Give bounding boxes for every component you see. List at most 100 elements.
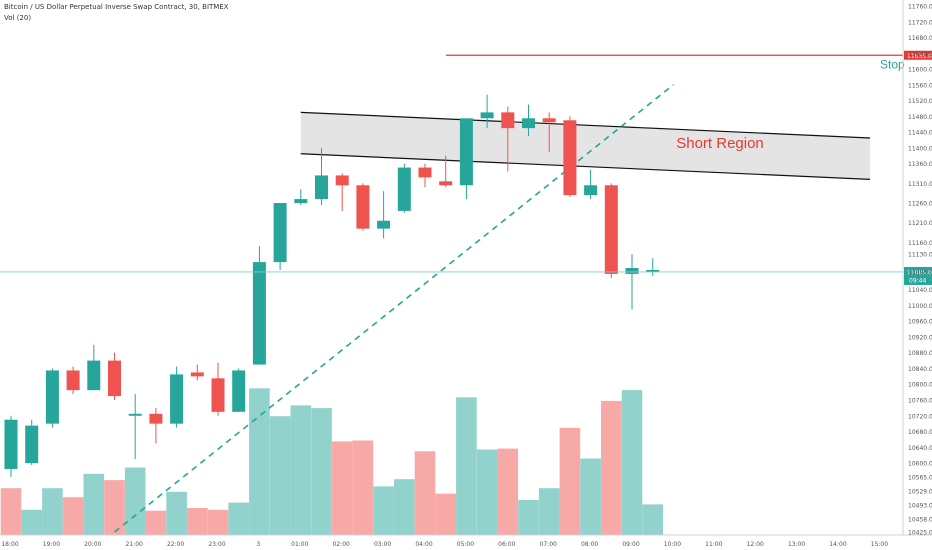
- trend-line-dashed[interactable]: [114, 84, 674, 533]
- x-tick-label: 09:00: [622, 541, 639, 548]
- candle[interactable]: [294, 189, 308, 205]
- short-region: Short Region: [300, 111, 871, 180]
- candle-body: [646, 269, 660, 272]
- candle[interactable]: [232, 368, 246, 412]
- volume-indicator-label[interactable]: Vol (20): [4, 14, 32, 22]
- candle[interactable]: [459, 118, 473, 200]
- candle-body: [294, 199, 308, 204]
- candle-body: [377, 220, 391, 229]
- x-tick-label: 06:00: [498, 541, 515, 548]
- candle[interactable]: [252, 246, 266, 365]
- candle-body: [170, 374, 184, 424]
- y-tick-label: 10640.0: [908, 445, 932, 452]
- candle[interactable]: [45, 368, 59, 428]
- candle[interactable]: [25, 419, 39, 466]
- x-tick-label: 04:00: [415, 541, 432, 548]
- candle[interactable]: [501, 106, 515, 172]
- y-tick-label: 10600.0: [908, 461, 932, 468]
- candle[interactable]: [625, 254, 639, 310]
- candle-body: [480, 112, 494, 119]
- candle[interactable]: [356, 183, 370, 231]
- x-tick-label: 14:00: [829, 541, 846, 548]
- volume-bar: [559, 427, 581, 535]
- trend-line: [114, 84, 674, 533]
- candle[interactable]: [480, 94, 494, 129]
- y-tick-label: 11310.0: [908, 181, 932, 188]
- short-region-fill[interactable]: [300, 112, 871, 180]
- chart-title: Bitcoin / US Dollar Perpetual Inverse Sw…: [4, 3, 229, 11]
- volume-bar: [538, 488, 560, 535]
- candle[interactable]: [211, 362, 225, 416]
- candle-body: [190, 372, 204, 377]
- time-axis: 18:00 19:00 20:00 21:00 22:00 23:00 3 01:00 02:0…: [1, 541, 888, 548]
- candle[interactable]: [273, 203, 287, 270]
- x-tick-label: 02:00: [333, 541, 350, 548]
- current-price-tag: [904, 266, 932, 285]
- x-tick-label: 08:00: [581, 541, 598, 548]
- volume-bar: [166, 491, 187, 535]
- volume-bar: [104, 480, 125, 535]
- region-top-line[interactable]: [300, 111, 871, 139]
- candle[interactable]: [315, 147, 328, 205]
- candle[interactable]: [397, 163, 411, 213]
- candle[interactable]: [584, 169, 598, 200]
- volume-bar: [435, 493, 456, 535]
- volume-bar: [62, 497, 84, 535]
- x-tick-label: 07:00: [540, 541, 557, 548]
- candle[interactable]: [190, 364, 204, 381]
- price-axis: 11760.0 11720.0 11680.0 11640.0 11600.0 11560…: [908, 4, 932, 537]
- candle[interactable]: [377, 191, 391, 239]
- y-tick-label: 10920.0: [908, 334, 932, 341]
- candle-body: [459, 118, 473, 186]
- y-tick-label: 10720.0: [908, 413, 932, 420]
- region-bottom-line[interactable]: [300, 153, 871, 180]
- volume-bar: [352, 440, 374, 535]
- candle[interactable]: [522, 104, 535, 137]
- y-tick-label: 10529.0: [908, 489, 932, 496]
- x-tick-label: 18:00: [1, 541, 18, 548]
- candle[interactable]: [604, 183, 618, 278]
- y-tick-label: 10840.0: [908, 366, 932, 373]
- candle-body: [252, 262, 266, 365]
- volume-bar: [476, 449, 498, 535]
- y-tick-label: 11160.0: [908, 240, 932, 247]
- candle-body: [397, 167, 411, 211]
- x-tick-label: 21:00: [126, 541, 143, 548]
- candle-body: [149, 413, 163, 424]
- y-tick-label: 11210.0: [908, 220, 932, 227]
- candle[interactable]: [542, 112, 556, 152]
- volume-bar: [145, 510, 167, 535]
- candle-body: [87, 360, 101, 391]
- volume-bars: [0, 388, 663, 535]
- volume-bar: [249, 388, 270, 535]
- candle[interactable]: [439, 155, 453, 188]
- y-tick-label: 11400.0: [908, 145, 932, 152]
- volume-bar: [187, 508, 208, 535]
- candle[interactable]: [108, 352, 121, 401]
- y-tick-label: 11130.0: [908, 252, 932, 259]
- candle-body: [66, 370, 80, 391]
- x-tick-label: 3: [256, 541, 260, 548]
- candle[interactable]: [149, 407, 163, 444]
- candle[interactable]: [418, 163, 432, 188]
- candle[interactable]: [87, 344, 101, 391]
- y-tick-label: 11760.0: [908, 4, 932, 11]
- candle[interactable]: [646, 258, 660, 276]
- candle[interactable]: [170, 366, 184, 428]
- y-tick-label: 10880.0: [908, 350, 932, 357]
- y-tick-label: 11720.0: [908, 19, 932, 26]
- x-tick-label: 10:00: [664, 541, 681, 548]
- candle[interactable]: [563, 116, 577, 198]
- candle[interactable]: [66, 366, 80, 395]
- volume-bar: [207, 509, 229, 535]
- candle[interactable]: [4, 415, 18, 477]
- candle[interactable]: [335, 173, 349, 211]
- candles: [4, 94, 660, 477]
- candle[interactable]: [128, 394, 142, 460]
- y-tick-label: 11640.0: [908, 51, 932, 58]
- candle-body: [501, 112, 515, 129]
- candle-body: [439, 181, 453, 186]
- short-region-label: Short Region: [676, 135, 764, 152]
- y-tick-label: 10425.0: [908, 530, 932, 537]
